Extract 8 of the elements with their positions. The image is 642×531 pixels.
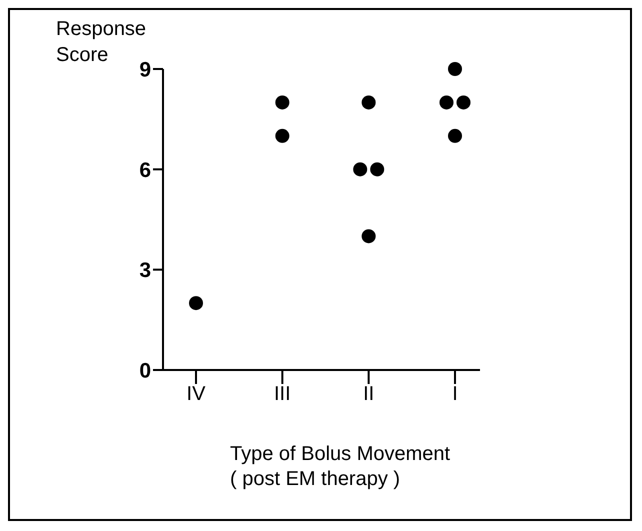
y-tick-label: 0: [139, 359, 151, 382]
x-tick-label: IV: [186, 383, 206, 406]
y-tick-label: 3: [139, 259, 151, 282]
x-axis-title: Type of Bolus Movement ( post EM therapy ): [230, 442, 450, 492]
x-tick-label: III: [274, 383, 291, 406]
y-tick-label: 6: [139, 158, 151, 182]
x-tick-label: I: [452, 383, 458, 406]
x-tick-label: II: [363, 383, 374, 406]
